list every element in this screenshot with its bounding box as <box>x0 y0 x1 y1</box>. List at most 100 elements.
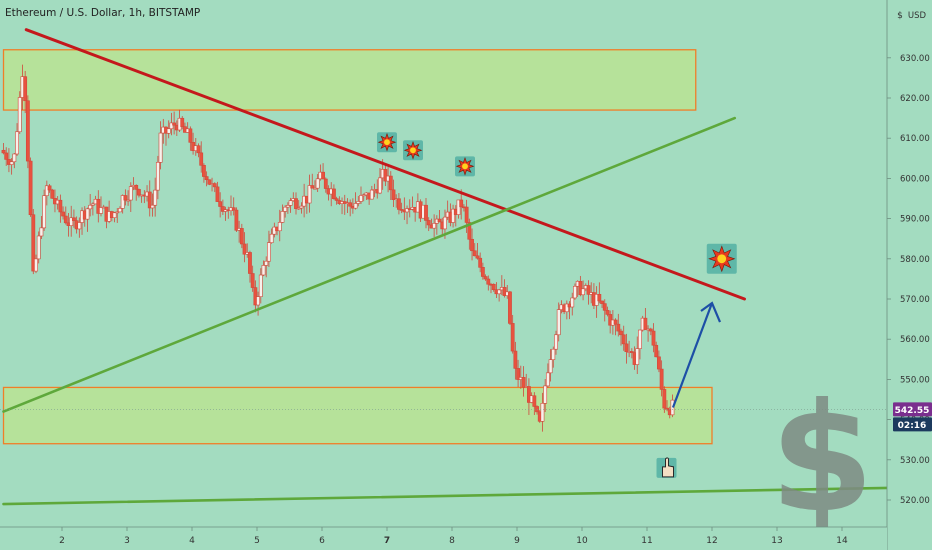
explosion-core-icon <box>410 147 416 154</box>
candle-body <box>12 153 17 163</box>
candle-body <box>353 203 358 209</box>
candle-body <box>464 206 469 223</box>
candle-body <box>155 162 160 191</box>
candle-body <box>4 152 9 160</box>
candle-body <box>397 198 401 210</box>
y-tick-label: 580.00 <box>900 255 930 265</box>
candle-body <box>123 195 128 201</box>
currency-label: USD <box>908 11 927 21</box>
candle-body <box>166 128 171 134</box>
explosion-core-icon <box>462 163 468 170</box>
x-tick-label: 5 <box>254 536 260 546</box>
candle-body <box>242 243 247 255</box>
candle-body <box>405 208 409 213</box>
candle-body <box>207 179 212 185</box>
x-tick-label: 2 <box>59 536 65 546</box>
candle-body <box>36 235 41 260</box>
support-trendline[interactable] <box>2 486 889 506</box>
candle-body <box>581 288 585 296</box>
x-tick-label: 12 <box>706 536 717 546</box>
candle-body <box>659 368 664 390</box>
x-tick-label: 8 <box>449 536 455 546</box>
candle-body <box>85 208 90 220</box>
price-zone-1[interactable] <box>2 386 713 445</box>
countdown-label: 02:16 <box>898 421 927 431</box>
x-tick-label: 10 <box>576 536 588 546</box>
candle-body <box>299 205 304 209</box>
candle-body <box>451 208 455 223</box>
current-price-label: 542.55 <box>895 406 930 416</box>
x-tick-label: 11 <box>641 536 652 546</box>
candle-body <box>90 203 95 206</box>
candle-body <box>621 334 626 345</box>
candle-body <box>39 227 44 237</box>
candle-body <box>96 198 101 214</box>
candle-body <box>605 310 610 315</box>
y-tick-label: 530.00 <box>900 456 930 466</box>
y-tick-label: 620.00 <box>900 94 930 104</box>
candle-body <box>508 291 512 324</box>
x-tick-label: 3 <box>124 536 130 546</box>
countdown-badge <box>893 417 932 432</box>
y-tick-label: 590.00 <box>900 215 930 225</box>
candle-body <box>602 303 607 311</box>
candle-body <box>134 184 139 190</box>
candle-body <box>296 207 301 210</box>
chart-title: Ethereum / U.S. Dollar, 1h, BITSTAMP <box>5 7 201 19</box>
candle-body <box>50 189 55 199</box>
candle-body <box>521 377 526 388</box>
candle-body <box>307 185 312 204</box>
candle-body <box>551 348 556 360</box>
resistance-trendline[interactable] <box>24 28 746 301</box>
candle-body <box>540 403 545 422</box>
candle-body <box>456 199 461 215</box>
candle-body <box>258 274 263 297</box>
candle-body <box>459 199 464 208</box>
projection-arrow[interactable] <box>671 302 714 408</box>
candle-body <box>212 183 217 188</box>
candle-body <box>556 309 561 336</box>
candle-body <box>88 204 93 210</box>
candle-body <box>600 300 604 304</box>
candle-body <box>220 206 225 212</box>
candle-body <box>334 198 339 201</box>
candle-body <box>573 285 577 299</box>
candle-body <box>202 165 206 177</box>
candle-body <box>28 160 33 216</box>
support-trendline[interactable] <box>2 116 737 413</box>
candle-body <box>643 317 648 330</box>
candle-body <box>310 185 315 189</box>
candle-body <box>172 122 177 126</box>
candle-body <box>269 233 274 243</box>
dollar-sign-icon: $ <box>770 372 874 546</box>
candle-body <box>651 330 656 346</box>
candle-body <box>545 372 550 387</box>
arrow-head-icon <box>700 301 722 323</box>
candle-body <box>323 178 328 189</box>
candle-body <box>648 328 653 332</box>
candle-body <box>44 185 49 196</box>
y-tick-label: 630.00 <box>900 54 930 64</box>
x-tick-label: 7 <box>384 536 390 546</box>
candle-body <box>472 250 477 257</box>
x-tick-label: 4 <box>189 536 195 546</box>
candle-body <box>356 201 361 204</box>
candle-body <box>578 281 583 296</box>
candle-body <box>665 407 669 410</box>
candle-body <box>294 198 298 209</box>
candle-body <box>359 195 363 202</box>
x-tick-label: 6 <box>319 536 325 546</box>
candle-body <box>662 389 667 409</box>
y-tick-label: 550.00 <box>900 375 930 385</box>
explosion-core-icon <box>717 254 727 264</box>
candle-body <box>188 128 193 143</box>
candle-body <box>15 131 19 155</box>
candle-body <box>147 191 152 209</box>
candle-body <box>513 350 518 369</box>
candle-body <box>383 169 388 182</box>
price-zone-0[interactable] <box>2 49 697 111</box>
candle-body <box>313 187 317 190</box>
candle-body <box>118 208 122 213</box>
time-axis-panel <box>0 527 887 550</box>
